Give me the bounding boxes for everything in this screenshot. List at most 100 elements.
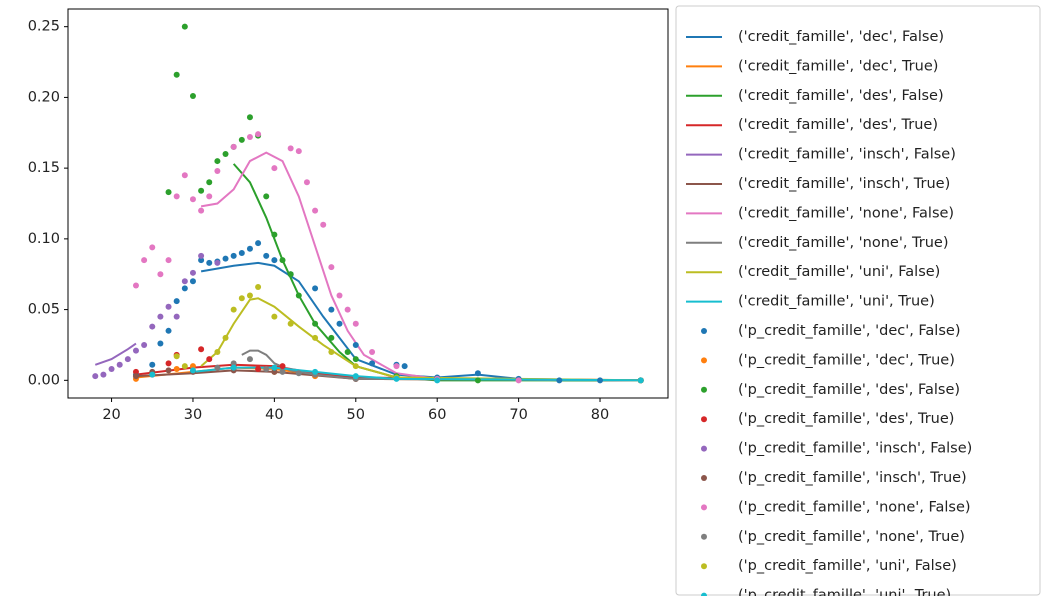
legend-marker	[701, 504, 707, 511]
scatter-point	[230, 364, 237, 371]
legend-label: ('p_credit_famille', 'none', True)	[738, 529, 965, 545]
y-tick-label: 0.20	[28, 89, 60, 105]
scatter-point	[369, 360, 376, 367]
scatter-point	[230, 252, 237, 259]
scatter-point	[132, 373, 139, 380]
scatter-point	[295, 292, 302, 299]
legend-marker	[701, 563, 707, 570]
scatter-point	[246, 292, 253, 299]
scatter-point	[173, 353, 180, 360]
scatter-point	[116, 361, 123, 368]
scatter-point	[181, 172, 188, 179]
scatter-point	[597, 377, 604, 384]
y-tick-label: 0.25	[28, 19, 60, 35]
legend-marker	[701, 445, 707, 452]
y-tick-label: 0.10	[28, 231, 60, 247]
scatter-point	[189, 363, 196, 370]
plot-frame	[67, 8, 669, 399]
scatter-point	[312, 334, 319, 341]
legend-label: ('p_credit_famille', 'des', True)	[738, 411, 954, 427]
scatter-point	[141, 341, 148, 348]
legend-box	[675, 5, 1041, 596]
scatter-point	[287, 145, 294, 152]
y-tick-label: 0.15	[28, 160, 60, 176]
line-series	[200, 151, 641, 382]
scatter-point	[132, 368, 139, 375]
scatter-point	[165, 360, 172, 367]
scatter-point	[189, 196, 196, 203]
scatter-point	[263, 193, 270, 200]
scatter-point	[352, 320, 359, 327]
scatter-point	[312, 368, 319, 375]
scatter-point	[206, 179, 213, 186]
scatter-point	[352, 341, 359, 348]
scatter-point	[149, 323, 156, 330]
scatter-point	[344, 349, 351, 356]
line-series	[200, 297, 641, 382]
scatter-point	[173, 298, 180, 305]
scatter-point	[238, 295, 245, 302]
scatter-point	[181, 285, 188, 292]
scatter-point	[198, 257, 205, 264]
scatter-point	[255, 366, 262, 373]
scatter-point	[312, 207, 319, 214]
scatter-point	[246, 356, 253, 363]
scatter-point	[222, 334, 229, 341]
scatter-point	[393, 375, 400, 382]
legend-label: ('credit_famille', 'none', False)	[738, 205, 954, 221]
scatter-point	[198, 346, 205, 353]
scatter-point	[149, 244, 156, 251]
x-tick-label: 40	[265, 407, 283, 423]
legend-label: ('credit_famille', 'none', True)	[738, 235, 949, 251]
scatter-point	[474, 370, 481, 377]
scatter-point	[149, 361, 156, 368]
legend-label: ('p_credit_famille', 'des', False)	[738, 382, 960, 398]
scatter-point	[303, 179, 310, 186]
legend-label: ('credit_famille', 'insch', True)	[738, 176, 950, 192]
scatter-point	[157, 271, 164, 278]
scatter-point	[336, 292, 343, 299]
scatter-point	[295, 370, 302, 377]
legend-marker	[701, 416, 707, 423]
line-series	[241, 349, 641, 382]
x-tick-label: 70	[509, 407, 527, 423]
scatter-point	[198, 252, 205, 259]
scatter-point	[287, 271, 294, 278]
scatter-point	[263, 366, 270, 373]
scatter-point	[393, 363, 400, 370]
scatter-point	[637, 377, 644, 384]
legend-label: ('p_credit_famille', 'insch', False)	[738, 441, 972, 457]
scatter-point	[255, 283, 262, 290]
scatter-point	[149, 371, 156, 378]
legend-marker	[701, 475, 707, 481]
scatter-point	[279, 363, 286, 370]
scatter-point	[556, 377, 563, 384]
scatter-point	[165, 367, 172, 374]
scatter-point	[271, 231, 278, 238]
legend-marker	[701, 386, 707, 393]
y-tick-label: 0.00	[28, 372, 60, 388]
scatter-point	[328, 349, 335, 356]
x-tick-label: 80	[591, 407, 609, 423]
scatter-point	[181, 278, 188, 285]
scatter-point	[246, 134, 253, 141]
scatter-point	[271, 364, 278, 371]
scatter-point	[214, 158, 221, 165]
scatter-point	[165, 257, 172, 264]
scatter-point	[255, 131, 262, 138]
scatter-point	[230, 306, 237, 313]
legend-marker	[701, 357, 707, 364]
scatter-point	[328, 306, 335, 313]
scatter-point	[181, 363, 188, 370]
scatter-point	[434, 377, 441, 384]
scatter-point	[271, 368, 278, 375]
scatter-point	[222, 255, 229, 262]
scatter-point	[255, 240, 262, 247]
scatter-point	[295, 148, 302, 155]
x-tick-label: 20	[102, 407, 120, 423]
scatter-point	[165, 303, 172, 310]
scatter-point	[165, 327, 172, 334]
scatter-point	[246, 114, 253, 121]
scatter-point	[214, 167, 221, 174]
